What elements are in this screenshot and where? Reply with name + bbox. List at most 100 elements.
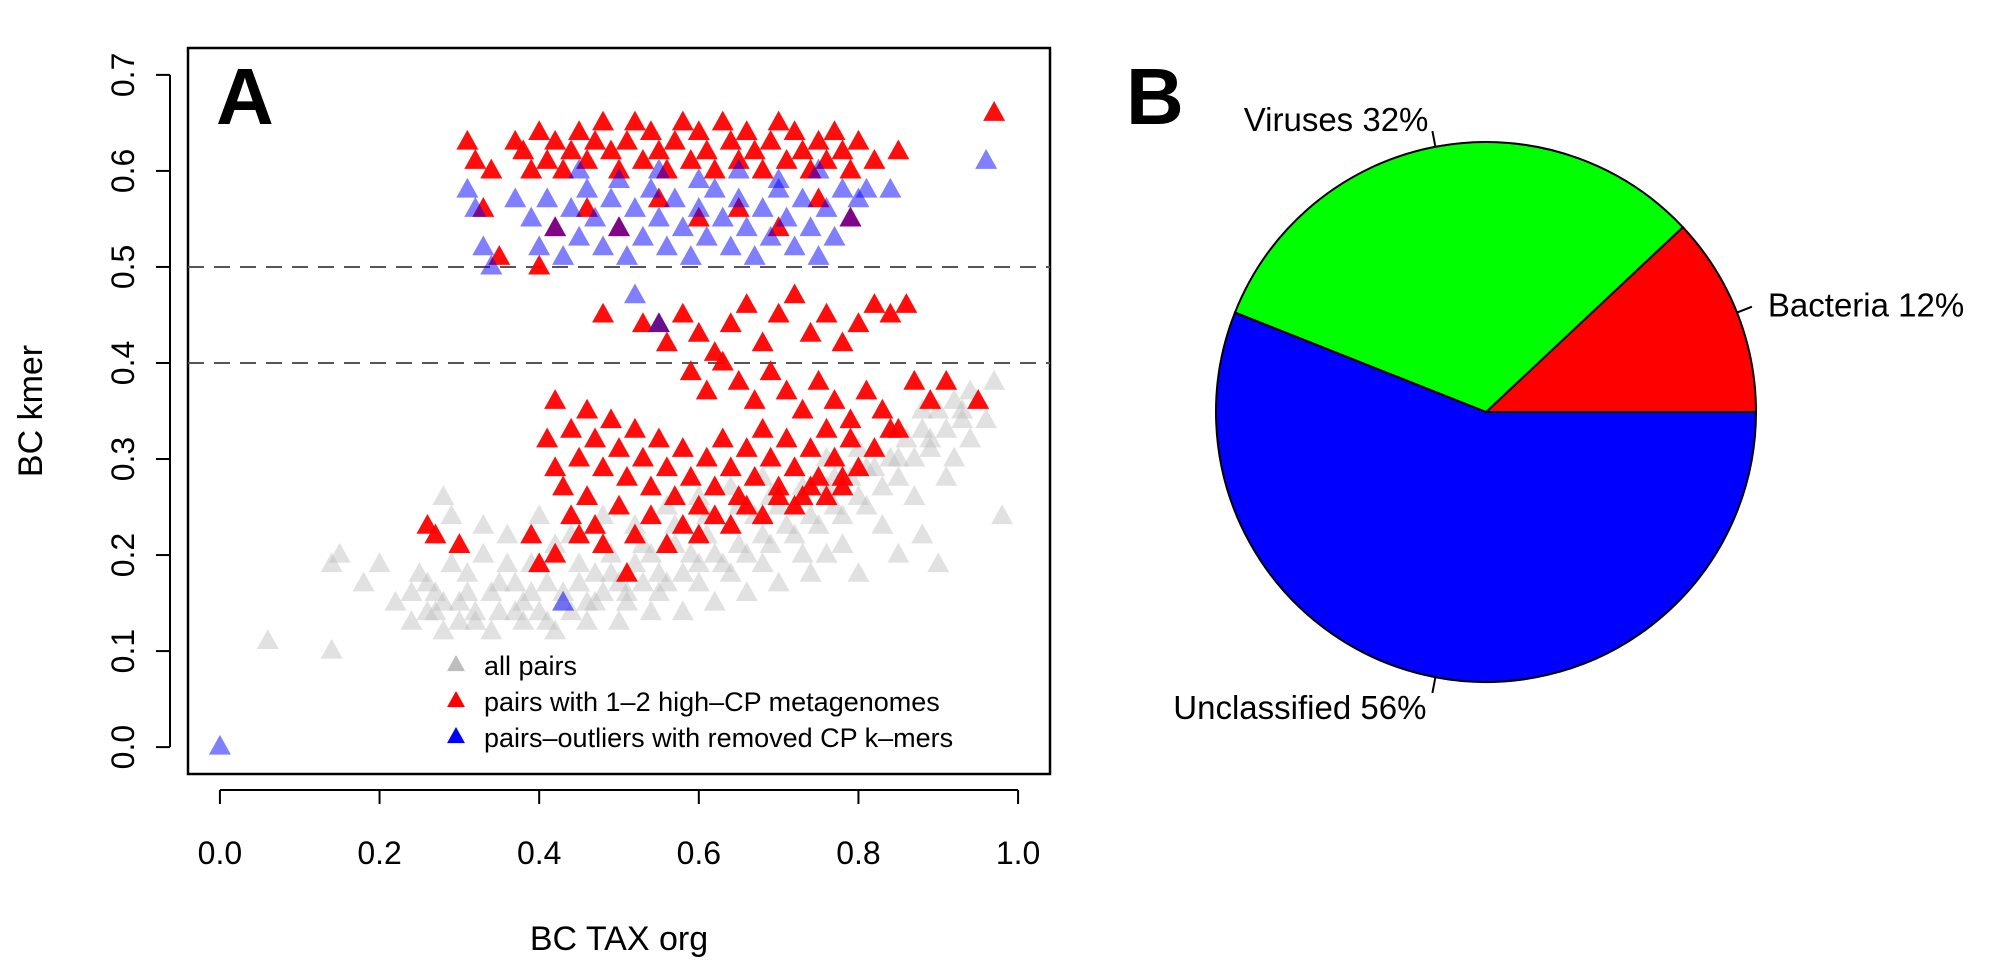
point (615, 590, 638, 611)
panel-label-b: B (1126, 52, 1184, 141)
highlight-point (647, 312, 670, 333)
point (440, 552, 463, 573)
point (600, 187, 623, 208)
point (544, 542, 567, 563)
point (951, 398, 974, 419)
point (408, 561, 431, 582)
point (919, 437, 942, 457)
point (751, 504, 774, 525)
data-points (208, 101, 1014, 755)
point (831, 177, 854, 198)
pie-leader-line (1736, 305, 1753, 314)
plot-frame (186, 46, 1052, 776)
point (695, 446, 718, 467)
point (711, 427, 734, 448)
point (719, 129, 742, 150)
point (775, 149, 798, 169)
point (647, 427, 670, 448)
point (520, 523, 543, 544)
point (512, 609, 535, 630)
point (568, 120, 591, 141)
point (975, 149, 998, 169)
y-tick-label: 0.6 (105, 149, 141, 193)
point (847, 456, 870, 477)
point (879, 302, 902, 323)
point (432, 619, 455, 640)
point (911, 417, 934, 438)
point (623, 417, 646, 438)
point (687, 197, 710, 217)
point (560, 417, 583, 438)
point (608, 609, 630, 630)
x-tick-label: 1.0 (996, 835, 1040, 871)
point (584, 561, 607, 582)
point (855, 494, 878, 515)
point (504, 600, 527, 621)
y-tick-label: 0.0 (105, 725, 141, 769)
point (424, 600, 447, 621)
point (671, 513, 694, 534)
point (448, 590, 471, 611)
point (544, 389, 567, 409)
point (663, 485, 686, 505)
legend-entry-1: pairs with 1–2 high–CP metagenomes (447, 687, 940, 717)
point (480, 581, 503, 601)
point (568, 158, 591, 179)
point (679, 465, 702, 486)
point (536, 149, 559, 169)
point (783, 283, 806, 304)
point (735, 494, 758, 515)
point (615, 561, 638, 582)
point (520, 158, 543, 179)
point (592, 110, 615, 131)
point (432, 590, 455, 611)
point (903, 369, 926, 390)
point (807, 513, 830, 534)
point (400, 581, 423, 601)
point (823, 446, 846, 467)
point (879, 446, 902, 467)
point (871, 513, 894, 534)
point (983, 369, 1006, 390)
point (719, 312, 742, 333)
point (472, 235, 495, 256)
point (711, 206, 734, 227)
x-tick-label: 0.0 (198, 835, 242, 871)
point (631, 571, 654, 592)
point (799, 216, 822, 237)
point (528, 552, 551, 573)
point (488, 600, 511, 621)
point (855, 177, 878, 198)
pie-chart: Bacteria 12% Viruses 32% Unclassified 56% (1173, 101, 1964, 726)
point (711, 110, 734, 131)
point (623, 110, 646, 131)
point (671, 216, 694, 237)
point (584, 427, 607, 448)
point (703, 504, 726, 525)
legend-marker (447, 690, 465, 708)
point (935, 369, 958, 390)
point (368, 552, 391, 573)
point (759, 360, 782, 381)
point (783, 494, 806, 515)
point (703, 590, 726, 611)
point (719, 513, 742, 534)
point (600, 408, 623, 429)
point (432, 485, 455, 505)
point (687, 523, 710, 544)
point (799, 561, 822, 582)
pie-panel: Bacteria 12%Viruses 32%Unclassified 56% … (1126, 52, 1964, 726)
point (783, 235, 806, 256)
series-0 (256, 369, 1014, 659)
point (576, 177, 599, 198)
pie-label-1: Viruses 32% (1244, 101, 1429, 138)
point (879, 417, 902, 438)
point (807, 369, 830, 390)
point (615, 581, 638, 601)
point (528, 120, 551, 141)
point (448, 533, 471, 553)
point (679, 360, 702, 381)
point (847, 129, 870, 150)
point (735, 437, 758, 457)
point (528, 504, 551, 525)
